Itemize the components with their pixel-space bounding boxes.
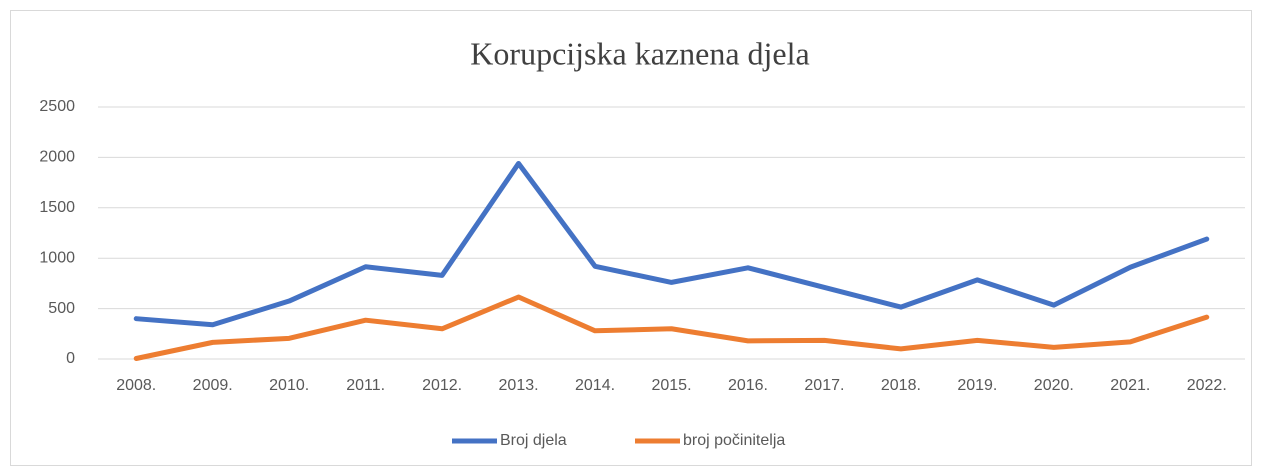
chart-frame	[10, 10, 1252, 466]
x-tick-label: 2013.	[499, 377, 539, 394]
x-tick-label: 2008.	[116, 377, 156, 394]
series-line	[133, 294, 1210, 361]
x-tick-label: 2020.	[1034, 377, 1074, 394]
series-line	[133, 160, 1210, 328]
chart-title: Korupcijska kaznena djela	[470, 35, 809, 71]
y-tick-label: 2000	[39, 149, 75, 166]
x-tick-label: 2012.	[422, 377, 462, 394]
x-tick-label: 2009.	[193, 377, 233, 394]
legend-label: Broj djela	[500, 432, 567, 449]
y-tick-label: 1000	[39, 249, 75, 266]
y-tick-label: 500	[48, 300, 75, 317]
x-tick-label: 2015.	[651, 377, 691, 394]
y-tick-label: 1500	[39, 199, 75, 216]
y-tick-label: 0	[66, 350, 75, 367]
x-tick-label: 2011.	[346, 377, 385, 394]
y-tick-label: 2500	[39, 98, 75, 115]
x-tick-label: 2018.	[881, 377, 921, 394]
legend-label: broj počinitelja	[683, 432, 785, 449]
x-tick-label: 2014.	[575, 377, 615, 394]
x-tick-label: 2010.	[269, 377, 309, 394]
x-tick-label: 2019.	[957, 377, 997, 394]
x-tick-label: 2016.	[728, 377, 768, 394]
x-tick-label: 2021.	[1110, 377, 1150, 394]
x-tick-label: 2022.	[1187, 377, 1227, 394]
x-tick-label: 2017.	[804, 377, 844, 394]
